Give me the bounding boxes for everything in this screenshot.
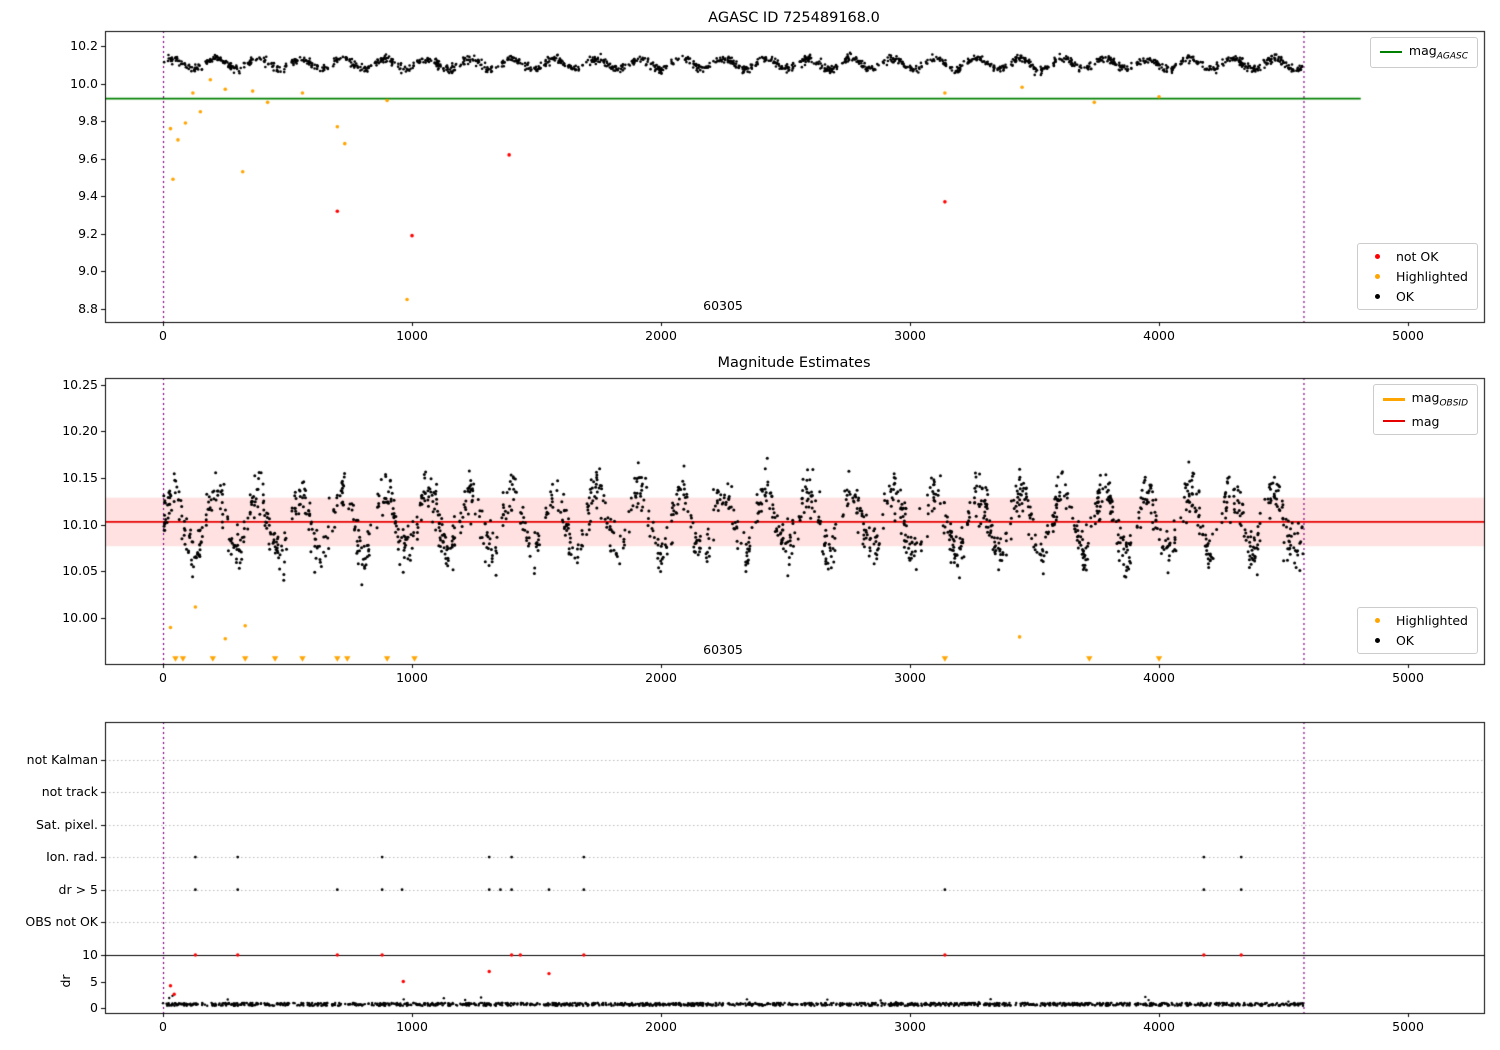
figure-canvas [0, 0, 1500, 1050]
magnitude-estimates-figure: AGASC ID 725489168.0 Magnitude Estimates… [0, 0, 1500, 1050]
